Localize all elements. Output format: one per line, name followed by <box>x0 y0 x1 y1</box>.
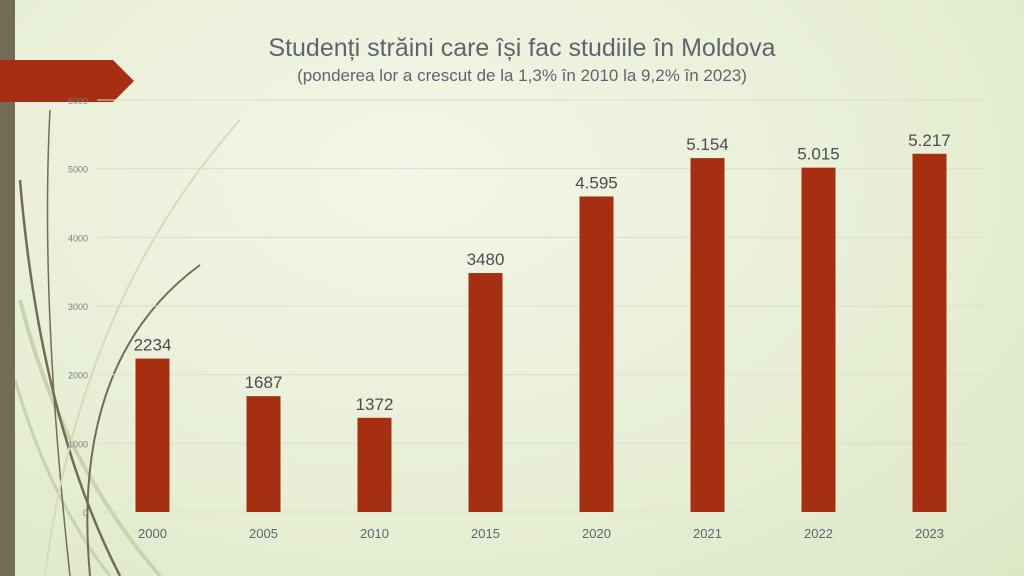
data-label: 5.154 <box>686 135 729 154</box>
data-label: 2234 <box>134 336 172 355</box>
y-tick-label: 6000 <box>68 96 88 106</box>
x-tick-label: 2021 <box>693 526 722 541</box>
bar <box>135 358 170 512</box>
data-label: 5.015 <box>797 145 840 164</box>
left-accent-bar <box>0 0 15 576</box>
data-label: 4.595 <box>575 173 618 192</box>
title-arrow-banner <box>0 60 134 102</box>
x-tick-label: 2020 <box>582 526 611 541</box>
data-label: 1687 <box>245 373 283 392</box>
bar <box>690 158 725 513</box>
bar <box>579 196 614 512</box>
y-tick-label: 1000 <box>68 439 88 449</box>
data-label: 3480 <box>467 250 505 269</box>
y-tick-label: 4000 <box>68 233 88 243</box>
x-tick-label: 2005 <box>249 526 278 541</box>
chart-subtitle: (ponderea lor a crescut de la 1,3% în 20… <box>297 66 747 85</box>
y-tick-label: 2000 <box>68 371 88 381</box>
data-label: 5.217 <box>908 131 951 150</box>
x-tick-label: 2022 <box>804 526 833 541</box>
x-tick-label: 2015 <box>471 526 500 541</box>
bar <box>357 417 392 512</box>
x-tick-label: 2010 <box>360 526 389 541</box>
bar <box>468 273 503 512</box>
y-tick-label: 0 <box>83 508 88 518</box>
data-label: 1372 <box>356 395 394 414</box>
x-tick-label: 2000 <box>138 526 167 541</box>
bar <box>912 153 947 513</box>
bar <box>801 167 836 513</box>
x-tick-label: 2023 <box>915 526 944 541</box>
chart-title: Studenți străini care își fac studiile î… <box>268 34 776 62</box>
y-tick-label: 5000 <box>68 165 88 175</box>
bar <box>246 396 281 512</box>
y-tick-label: 3000 <box>68 302 88 312</box>
